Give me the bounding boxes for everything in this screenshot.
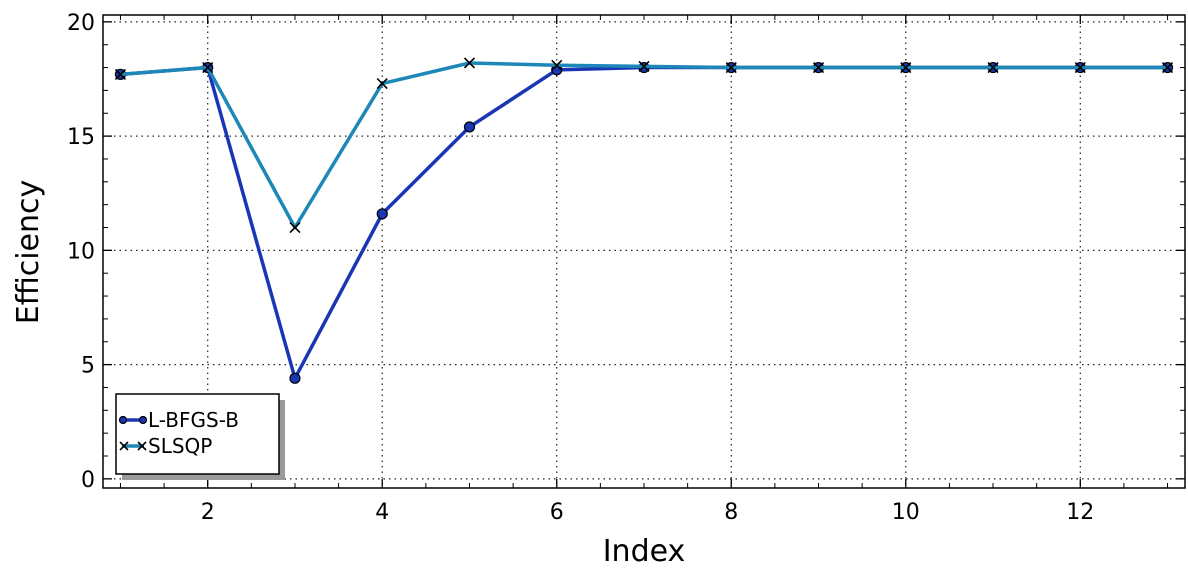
x-tick-label: 8 [724, 500, 738, 525]
data-point [551, 59, 563, 71]
x-marker-stroke [376, 77, 388, 90]
data-point [900, 61, 912, 74]
data-point [463, 121, 476, 133]
data-point [987, 61, 999, 74]
tick-layer: 2 4 6 8 10 12 0 5 10 15 20 [67, 11, 1185, 525]
x-marker-stroke [202, 61, 214, 74]
x-marker-stroke [119, 441, 129, 451]
legend-box [115, 393, 280, 475]
x-tick-label: 4 [375, 500, 389, 525]
x-marker-stroke [987, 61, 999, 74]
data-point [202, 61, 214, 74]
y-tick-label: 20 [67, 11, 95, 36]
grid-lines [103, 15, 1185, 488]
data-point [1074, 61, 1086, 74]
y-tick-label: 0 [81, 468, 95, 493]
x-marker-stroke [114, 68, 127, 80]
legend-marker [137, 441, 147, 451]
x-tick-label: 2 [201, 500, 215, 525]
y-tick-label: 10 [67, 239, 95, 264]
x-tick-label: 12 [1066, 500, 1094, 525]
legend-marker [119, 441, 129, 451]
legend-entry: L-BFGS-B [118, 408, 239, 432]
x-marker-stroke [900, 61, 912, 74]
y-tick-label: 15 [67, 125, 95, 150]
legend-entry: SLSQP [119, 434, 212, 458]
legend-label: L-BFGS-B [148, 408, 239, 432]
x-tick-label: 6 [550, 500, 564, 525]
x-marker-stroke [551, 59, 563, 71]
x-marker-stroke [1161, 61, 1174, 74]
y-tick-label: 5 [81, 354, 95, 379]
data-point [376, 77, 388, 90]
series-slsqp [114, 57, 1174, 234]
x-marker-stroke [1074, 61, 1086, 74]
data-point [289, 221, 301, 234]
legend-marker [118, 415, 128, 425]
data-point [638, 60, 650, 72]
data-point [289, 372, 301, 384]
series-l-bfgs-b [114, 61, 1174, 384]
x-marker-stroke [725, 61, 737, 74]
legend-marker [138, 415, 148, 425]
x-marker-stroke [463, 57, 476, 69]
x-marker-stroke [289, 221, 301, 234]
data-point [114, 68, 127, 80]
data-point [463, 57, 476, 69]
data-point [812, 61, 825, 74]
x-marker-stroke [638, 60, 650, 72]
data-point [1161, 61, 1174, 74]
series-line [120, 65, 1168, 381]
data-point [725, 61, 737, 74]
series-line [120, 61, 1168, 230]
legend-label: SLSQP [148, 434, 212, 458]
x-tick-label: 10 [892, 500, 920, 525]
x-marker-stroke [137, 441, 147, 451]
y-axis-label: Efficiency [11, 180, 46, 325]
data-point [376, 208, 388, 220]
series-layer [114, 57, 1174, 384]
x-marker-stroke [812, 61, 825, 74]
x-axis-label: Index [603, 534, 686, 569]
